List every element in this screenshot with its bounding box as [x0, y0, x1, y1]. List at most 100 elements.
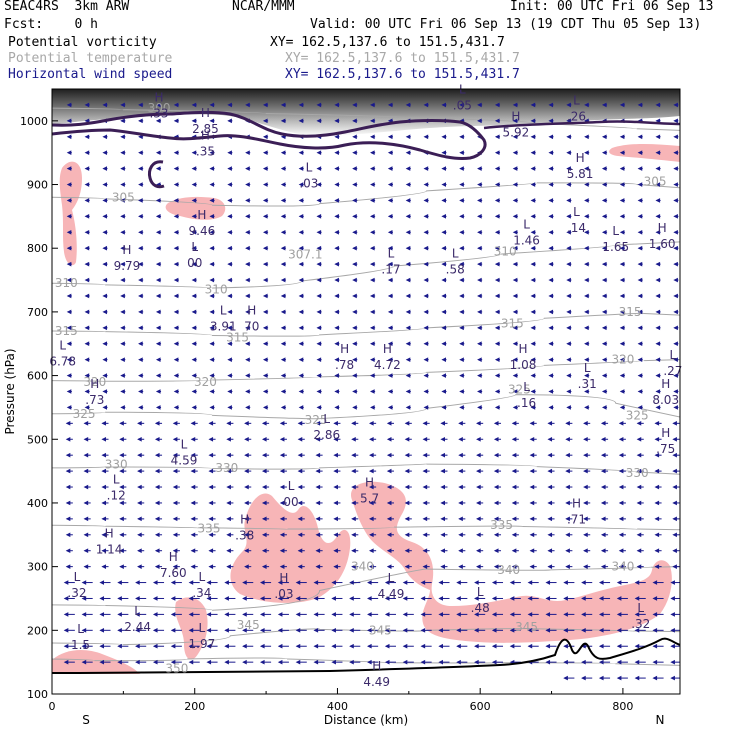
wind-vector-head: [227, 166, 232, 171]
wind-vector-head: [242, 659, 247, 665]
isentrope-label: 325: [305, 413, 328, 427]
wind-vector-head: [583, 452, 588, 458]
wind-vector-head: [563, 612, 568, 617]
wind-vector-head: [137, 564, 142, 569]
wind-vector-head: [384, 596, 390, 601]
wind-vector-head: [441, 198, 446, 203]
wind-vector-head: [101, 452, 107, 458]
isentrope-label: 320: [611, 353, 634, 367]
wind-vector-head: [315, 421, 321, 426]
wind-vector-head: [491, 612, 497, 617]
wind-vector-head: [601, 229, 607, 235]
wind-vector-head: [280, 134, 286, 140]
wind-vector-head: [654, 421, 660, 426]
wind-vector-head: [672, 468, 677, 474]
wind-vector-head: [331, 580, 336, 585]
wind-vector-head: [84, 309, 90, 315]
wind-vector-head: [280, 261, 286, 267]
wind-vector-head: [367, 580, 372, 585]
wind-vector-head: [423, 325, 429, 331]
wind-vector-head: [441, 309, 446, 315]
wind-vector-head: [637, 245, 643, 251]
wind-vector-head: [316, 102, 322, 108]
wind-vector-head: [190, 516, 196, 522]
wind-vector-head: [545, 596, 551, 601]
wind-vector-head: [405, 150, 411, 155]
wind-vector-head: [386, 516, 392, 522]
isentrope-label: 350: [165, 662, 188, 676]
wind-vector-head: [476, 564, 481, 569]
wind-vector-head: [99, 628, 105, 633]
wind-vector-head: [280, 182, 286, 187]
wind-vector-head: [81, 643, 87, 649]
wind-vector-head: [476, 548, 481, 554]
wind-vector-head: [619, 341, 625, 347]
wind-vector-head: [170, 628, 176, 633]
wind-vector-head: [315, 452, 321, 458]
y-tick-label: 900: [27, 179, 48, 192]
wind-vector-head: [423, 293, 429, 299]
pv-extremum-value: 1.46: [513, 234, 540, 248]
wind-vector-head: [548, 293, 554, 299]
wind-vector-head: [637, 341, 643, 347]
wind-vector-head: [511, 500, 517, 506]
pv-extremum-marker: H: [240, 513, 249, 527]
wind-vector-head: [227, 341, 232, 347]
wind-vector-head: [672, 452, 677, 458]
wind-vector-head: [370, 166, 375, 171]
wind-vector-head: [619, 373, 625, 378]
pv-extremum-marker: L: [670, 348, 677, 362]
wind-vector-head: [474, 628, 479, 633]
wind-vector-head: [618, 532, 624, 538]
wind-vector-head: [547, 468, 553, 474]
wind-vector-head: [280, 150, 286, 155]
wind-vector-head: [655, 134, 661, 140]
wind-vector-head: [352, 182, 357, 187]
wind-vector-head: [387, 150, 393, 155]
wind-vector-head: [351, 564, 356, 569]
wind-vector-head: [66, 118, 72, 124]
valid-time: Valid: 00 UTC Fri 06 Sep 13 (19 CDT Thu …: [310, 17, 702, 32]
wind-vector-head: [120, 166, 125, 171]
wind-vector-head: [155, 293, 161, 299]
wind-vector-head: [297, 436, 303, 442]
wind-vector-head: [155, 277, 161, 283]
wind-vector-head: [188, 580, 194, 585]
wind-vector-head: [245, 102, 250, 108]
wind-vector-head: [102, 293, 108, 299]
isentrope-label: 315: [619, 305, 642, 319]
wind-vector-head: [584, 357, 589, 362]
pv-extremum-value: .12: [107, 488, 126, 502]
wind-vector-head: [493, 484, 499, 490]
wind-vector-head: [637, 277, 643, 283]
wind-vector-head: [262, 102, 268, 108]
wind-vector-head: [652, 675, 658, 681]
wind-vector-head: [405, 134, 411, 140]
wind-vector-head: [316, 389, 322, 394]
wind-vector-head: [66, 261, 72, 267]
wind-vector-head: [530, 261, 536, 267]
wind-vector-head: [209, 102, 215, 108]
wind-vector-head: [529, 452, 535, 458]
wind-vector-head: [619, 229, 625, 235]
wind-vector-head: [277, 612, 283, 617]
wind-vector-head: [527, 596, 533, 601]
wind-vector-head: [99, 643, 105, 649]
wind-vector-head: [244, 500, 249, 506]
wind-vector-head: [655, 325, 661, 331]
isentrope: [52, 394, 680, 420]
pv-extremum-marker: L: [523, 218, 530, 232]
wind-vector-head: [349, 643, 354, 649]
pv-extremum-marker: H: [576, 151, 585, 165]
pv-extremum-value: 8.03: [652, 393, 679, 407]
wind-vector-head: [245, 389, 250, 394]
wind-vector-head: [459, 309, 464, 315]
wind-vector-head: [119, 436, 124, 442]
wind-vector-head: [619, 389, 625, 394]
wind-vector-head: [509, 596, 515, 601]
wind-vector-head: [477, 198, 482, 203]
wind-vector-head: [102, 341, 108, 347]
isentrope-label: 310: [494, 244, 517, 258]
wind-vector-head: [655, 277, 661, 283]
wind-vector-head: [405, 357, 411, 362]
